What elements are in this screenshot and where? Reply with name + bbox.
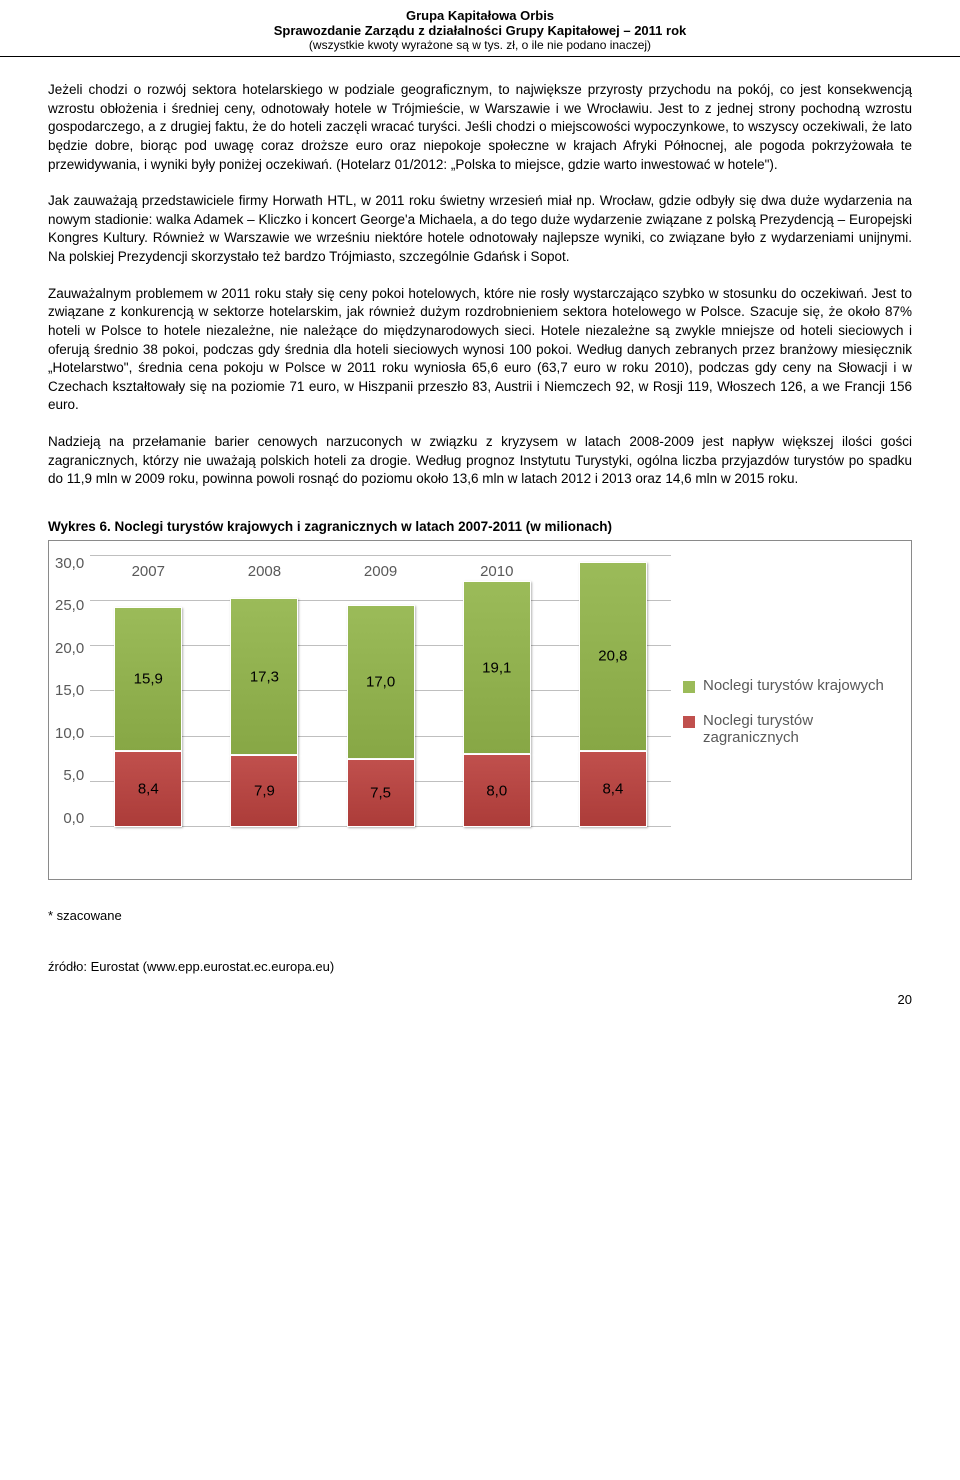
bar-segment-foreign: 8,0 xyxy=(463,754,531,827)
legend-swatch xyxy=(683,716,695,728)
chart-footnote: * szacowane xyxy=(48,908,912,923)
legend-item-foreign: Noclegi turystów zagranicznych xyxy=(683,712,893,746)
bar-segment-foreign: 8,4 xyxy=(579,751,647,827)
chart-bars: 15,9 8,4 17,3 7,9 17,0 7,5 19,1 8,0 20,8 8,4 xyxy=(90,555,671,827)
paragraph-4: Nadzieją na przełamanie barier cenowych … xyxy=(48,433,912,489)
bar-value-label: 7,9 xyxy=(231,783,297,800)
page-number: 20 xyxy=(0,974,960,1019)
header-line-3: (wszystkie kwoty wyrażone są w tys. zł, … xyxy=(40,38,920,52)
bar-value-label: 8,0 xyxy=(464,782,530,799)
bar-value-label: 19,1 xyxy=(464,659,530,676)
chart-legend: Noclegi turystów krajowych Noclegi turys… xyxy=(683,555,893,869)
header-line-2: Sprawozdanie Zarządu z działalności Grup… xyxy=(40,23,920,38)
chart-y-axis: 30,0 25,0 20,0 15,0 10,0 5,0 0,0 xyxy=(55,555,90,827)
y-tick: 30,0 xyxy=(55,555,84,572)
paragraph-3: Zauważalnym problemem w 2011 roku stały … xyxy=(48,285,912,415)
bar-value-label: 7,5 xyxy=(348,784,414,801)
bar-2008: 17,3 7,9 xyxy=(230,555,298,827)
y-tick: 25,0 xyxy=(55,597,84,614)
bar-segment-domestic: 17,0 xyxy=(347,605,415,759)
paragraph-1: Jeżeli chodzi o rozwój sektora hotelarsk… xyxy=(48,81,912,174)
y-tick: 0,0 xyxy=(63,810,84,827)
legend-label: Noclegi turystów krajowych xyxy=(703,677,884,694)
bar-segment-foreign: 8,4 xyxy=(114,751,182,827)
bar-value-label: 8,4 xyxy=(115,780,181,797)
header-line-1: Grupa Kapitałowa Orbis xyxy=(40,8,920,23)
document-header: Grupa Kapitałowa Orbis Sprawozdanie Zarz… xyxy=(0,0,960,57)
chart-source: źródło: Eurostat (www.epp.eurostat.ec.eu… xyxy=(48,959,912,974)
chart-bars-region: 15,98,417,37,917,07,519,18,020,88,4 2007… xyxy=(90,555,671,869)
bar-segment-domestic: 17,3 xyxy=(230,598,298,755)
bar-value-label: 20,8 xyxy=(580,648,646,665)
bar-segment-domestic: 19,1 xyxy=(463,581,531,754)
legend-swatch xyxy=(683,681,695,693)
chart-title: Wykres 6. Noclegi turystów krajowych i z… xyxy=(48,519,912,534)
bar-segment-domestic: 15,9 xyxy=(114,607,182,751)
bar-2009: 17,0 7,5 xyxy=(347,555,415,827)
bar-value-label: 15,9 xyxy=(115,670,181,687)
bar-2011*: 20,8 8,4 xyxy=(579,555,647,827)
y-tick: 15,0 xyxy=(55,682,84,699)
paragraph-2: Jak zauważają przedstawiciele firmy Horw… xyxy=(48,192,912,267)
bar-2007: 15,9 8,4 xyxy=(114,555,182,827)
chart-container: 30,0 25,0 20,0 15,0 10,0 5,0 0,0 15 xyxy=(48,540,912,880)
y-tick: 20,0 xyxy=(55,640,84,657)
bar-segment-foreign: 7,9 xyxy=(230,755,298,827)
bar-value-label: 17,3 xyxy=(231,668,297,685)
bar-value-label: 17,0 xyxy=(348,673,414,690)
bar-segment-domestic: 20,8 xyxy=(579,562,647,751)
legend-label: Noclegi turystów zagranicznych xyxy=(703,712,893,746)
legend-item-domestic: Noclegi turystów krajowych xyxy=(683,677,893,694)
bar-2010: 19,1 8,0 xyxy=(463,555,531,827)
y-tick: 10,0 xyxy=(55,725,84,742)
bar-segment-foreign: 7,5 xyxy=(347,759,415,827)
bar-value-label: 8,4 xyxy=(580,780,646,797)
document-body: Jeżeli chodzi o rozwój sektora hotelarsk… xyxy=(0,81,960,974)
y-tick: 5,0 xyxy=(63,767,84,784)
chart-plot-area: 30,0 25,0 20,0 15,0 10,0 5,0 0,0 15 xyxy=(55,555,671,869)
